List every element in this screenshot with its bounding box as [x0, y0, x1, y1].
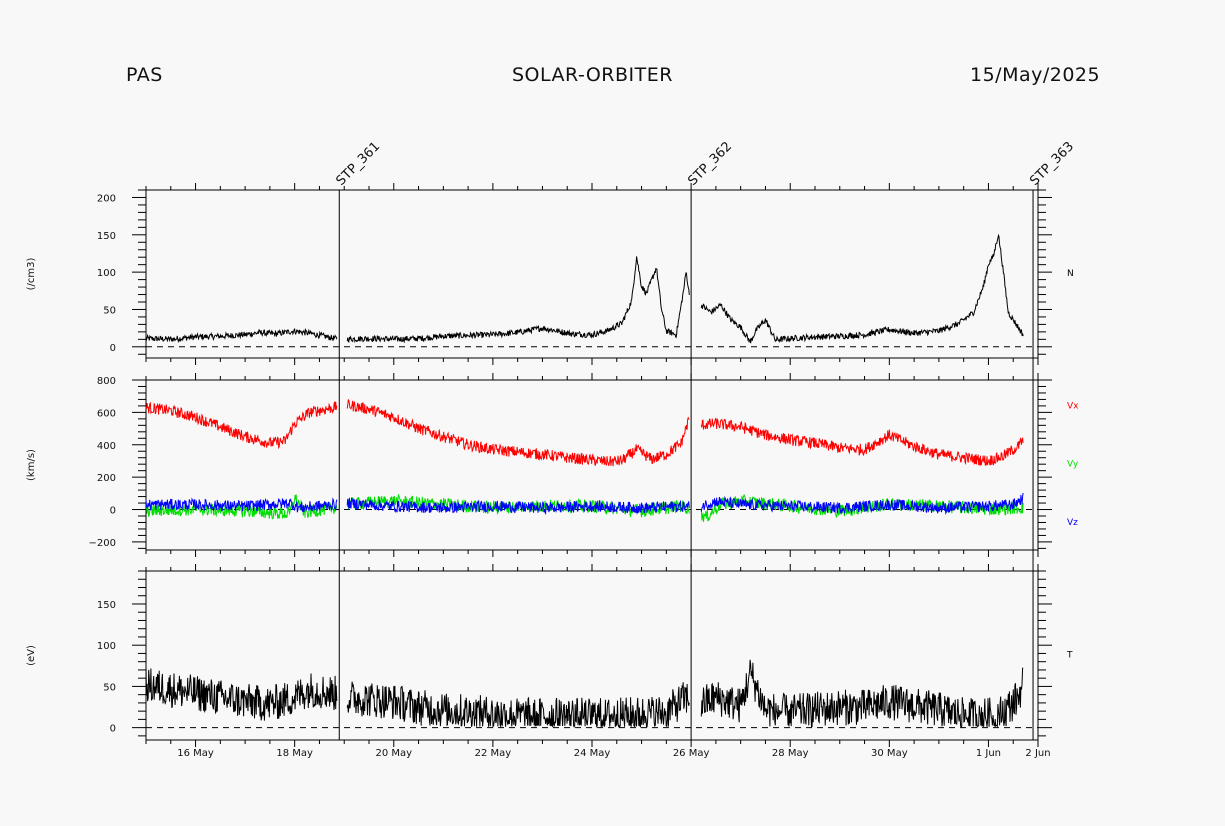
- y-tick-label: 600: [97, 408, 116, 419]
- y-tick-label: 800: [97, 376, 116, 387]
- y-tick-label: 200: [97, 193, 116, 204]
- series-legend-t: T: [1066, 650, 1073, 660]
- x-tick-label: 18 May: [276, 748, 313, 759]
- y-tick-label: 400: [97, 441, 116, 452]
- y-tick-label: 100: [97, 268, 116, 279]
- series-line-t: [145, 659, 1024, 729]
- panel-frame: [145, 379, 1039, 551]
- y-tick-label: 150: [97, 600, 116, 611]
- y-tick-label: −200: [89, 538, 116, 549]
- x-tick-label: 22 May: [475, 748, 512, 759]
- series-legend-vx: Vx: [1067, 401, 1079, 411]
- y-tick-label: 50: [103, 682, 116, 693]
- x-tick-label: 28 May: [772, 748, 809, 759]
- x-tick-label: 20 May: [375, 748, 412, 759]
- x-tick-label: 2 Jun: [1025, 748, 1050, 759]
- x-tick-label: 1 Jun: [976, 748, 1001, 759]
- instrument-label: PAS: [126, 64, 163, 86]
- y-axis-label: (/cm3): [26, 258, 37, 291]
- series-line-vx: [145, 399, 1024, 467]
- y-tick-label: 50: [103, 305, 116, 316]
- x-tick-label: 24 May: [574, 748, 611, 759]
- stp-marker-label: STP_363: [1027, 139, 1077, 189]
- y-tick-label: 0: [110, 724, 116, 735]
- y-tick-label: 0: [110, 343, 116, 354]
- y-axis-label: (eV): [26, 645, 37, 666]
- y-tick-label: 200: [97, 473, 116, 484]
- date-label: 15/May/2025: [970, 64, 1101, 86]
- mission-title: SOLAR-ORBITER: [512, 64, 673, 86]
- series-legend-vz: Vz: [1067, 518, 1078, 528]
- series-legend-vy: Vy: [1067, 460, 1079, 470]
- y-tick-label: 100: [97, 641, 116, 652]
- stp-marker-label: STP_361: [333, 139, 383, 189]
- series-line-n: [145, 233, 1024, 344]
- y-axis-label: (km/s): [26, 449, 37, 481]
- x-tick-label: 30 May: [871, 748, 908, 759]
- stp-marker-label: STP_362: [685, 139, 735, 189]
- y-tick-label: 150: [97, 231, 116, 242]
- x-tick-label: 26 May: [673, 748, 710, 759]
- series-line-vz: [145, 492, 1024, 516]
- y-tick-label: 0: [110, 506, 116, 517]
- series-legend-n: N: [1067, 269, 1074, 279]
- x-tick-label: 16 May: [177, 748, 214, 759]
